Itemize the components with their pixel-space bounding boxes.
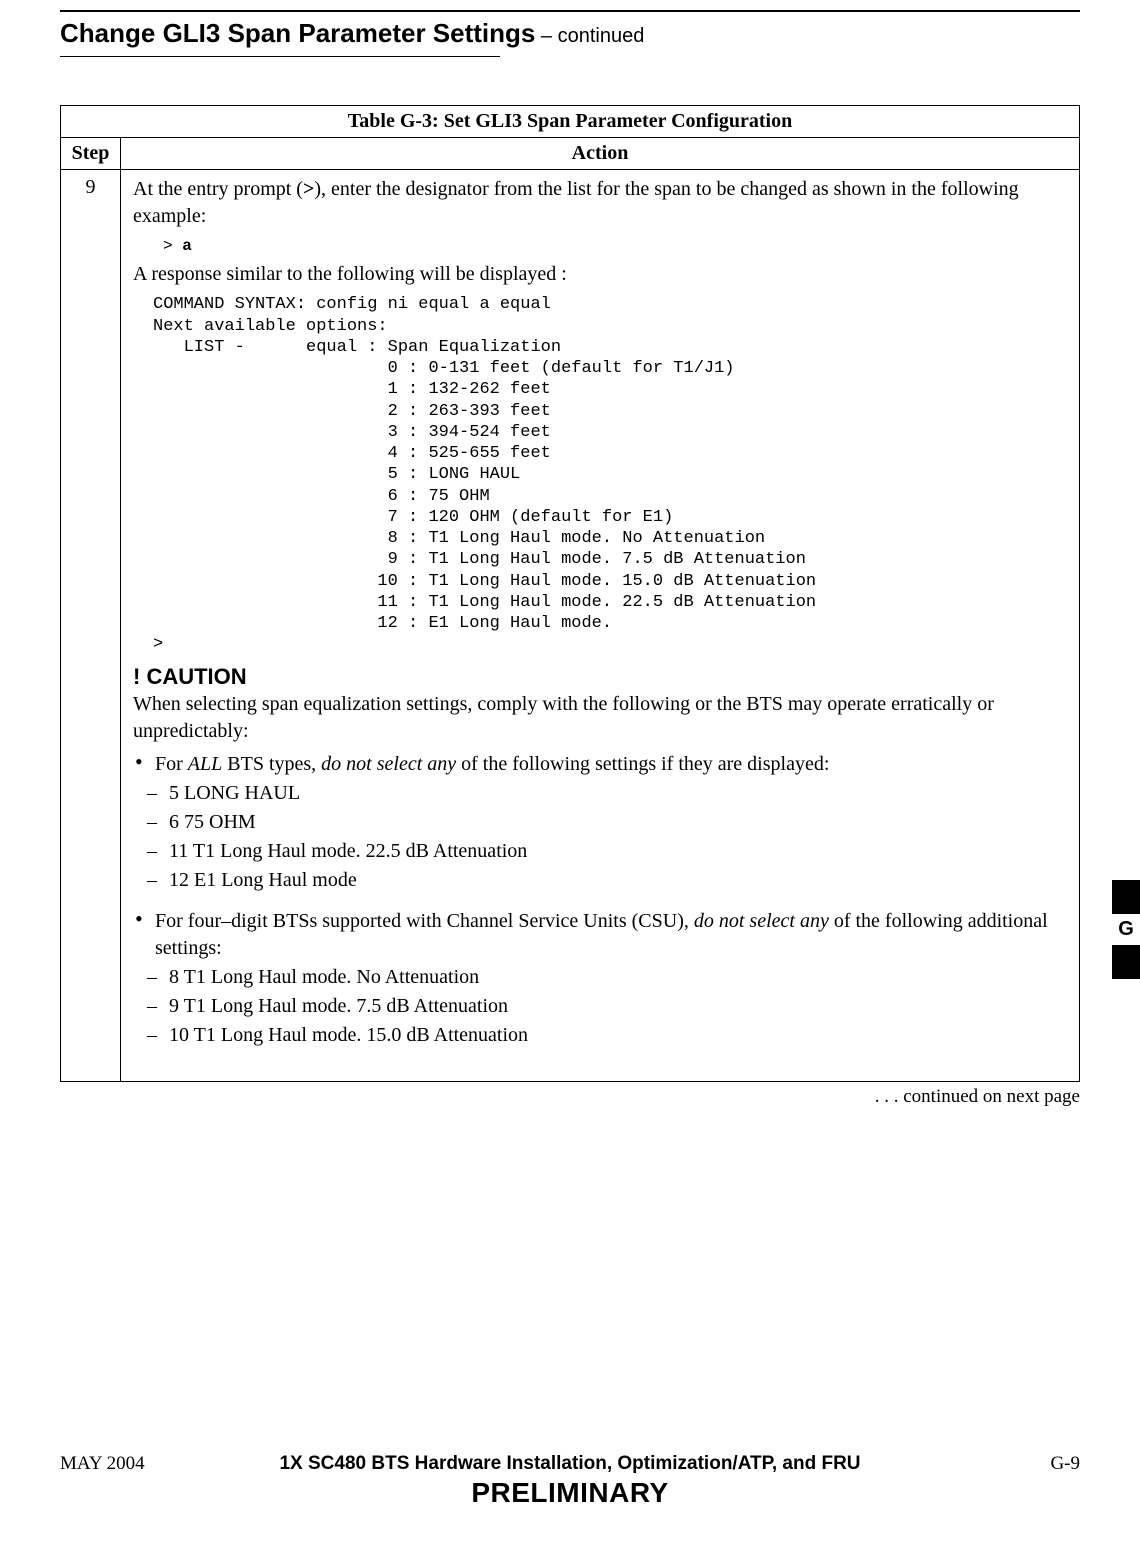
continued-note: . . . continued on next page: [60, 1086, 1080, 1108]
bullet-2: For four–digit BTSs supported with Chann…: [133, 908, 1067, 962]
dash-2: 6 75 OHM: [133, 809, 1067, 836]
page-footer: MAY 2004 1X SC480 BTS Hardware Installat…: [60, 1453, 1080, 1509]
side-tab: G: [1112, 880, 1140, 979]
intro-line-1: At the entry prompt (>), enter the desig…: [133, 176, 1067, 230]
b1-all: ALL: [188, 753, 222, 775]
dash-3: 11 T1 Long Haul mode. 22.5 dB Attenuatio…: [133, 838, 1067, 865]
heading-title: Change GLI3 Span Parameter Settings: [60, 18, 535, 48]
bullet-list-1: For ALL BTS types, do not select any of …: [133, 751, 1067, 778]
step-number: 9: [61, 169, 121, 1082]
prompt-example: > a: [163, 236, 1067, 258]
dash-1: 5 LONG HAUL: [133, 780, 1067, 807]
side-tab-block-bottom: [1112, 945, 1140, 979]
footer-row: MAY 2004 1X SC480 BTS Hardware Installat…: [60, 1453, 1080, 1475]
top-rule: [60, 10, 1080, 12]
action-cell: At the entry prompt (>), enter the desig…: [121, 169, 1080, 1082]
b1a: For: [155, 753, 188, 775]
caption-rest: Set GLI3 Span Parameter Configuration: [439, 110, 793, 132]
dash-list-1: 5 LONG HAUL 6 75 OHM 11 T1 Long Haul mod…: [133, 780, 1067, 894]
code-output: COMMAND SYNTAX: config ni equal a equal …: [153, 294, 1067, 655]
page: Change GLI3 Span Parameter Settings – co…: [0, 0, 1140, 1543]
footer-preliminary: PRELIMINARY: [60, 1477, 1080, 1509]
b1c: of the following settings if they are di…: [456, 753, 829, 775]
b1-dns: do not select any: [321, 753, 456, 775]
footer-page: G-9: [940, 1453, 1080, 1475]
side-tab-block-top: [1112, 880, 1140, 914]
page-heading: Change GLI3 Span Parameter Settings – co…: [60, 18, 1080, 50]
b2a: For four–digit BTSs supported with Chann…: [155, 910, 694, 932]
config-table: Table G-3: Set GLI3 Span Parameter Confi…: [60, 105, 1080, 1083]
intro-1a: At the entry prompt (: [133, 178, 303, 200]
bullet-1: For ALL BTS types, do not select any of …: [133, 751, 1067, 778]
bullet-list-2: For four–digit BTSs supported with Chann…: [133, 908, 1067, 962]
footer-date: MAY 2004: [60, 1453, 200, 1475]
heading-underline: [60, 56, 500, 57]
side-tab-label: G: [1112, 914, 1140, 945]
b1b: BTS types,: [222, 753, 321, 775]
caution-heading: ! CAUTION: [133, 662, 1067, 692]
dash-list-2: 8 T1 Long Haul mode. No Attenuation 9 T1…: [133, 964, 1067, 1049]
dash-5: 8 T1 Long Haul mode. No Attenuation: [133, 964, 1067, 991]
heading-continued: – continued: [535, 25, 644, 47]
dash-6: 9 T1 Long Haul mode. 7.5 dB Attenuation: [133, 993, 1067, 1020]
dash-4: 12 E1 Long Haul mode: [133, 867, 1067, 894]
intro-line-2: A response similar to the following will…: [133, 261, 1067, 288]
b2-dns: do not select any: [694, 910, 829, 932]
caption-label: Table G-3:: [348, 110, 439, 132]
footer-title: 1X SC480 BTS Hardware Installation, Opti…: [200, 1453, 940, 1475]
col-header-action: Action: [121, 137, 1080, 169]
caution-paragraph: When selecting span equalization setting…: [133, 691, 1067, 745]
dash-7: 10 T1 Long Haul mode. 15.0 dB Attenuatio…: [133, 1022, 1067, 1049]
intro-gt: >: [303, 178, 314, 200]
table-caption: Table G-3: Set GLI3 Span Parameter Confi…: [61, 105, 1080, 137]
col-header-step: Step: [61, 137, 121, 169]
